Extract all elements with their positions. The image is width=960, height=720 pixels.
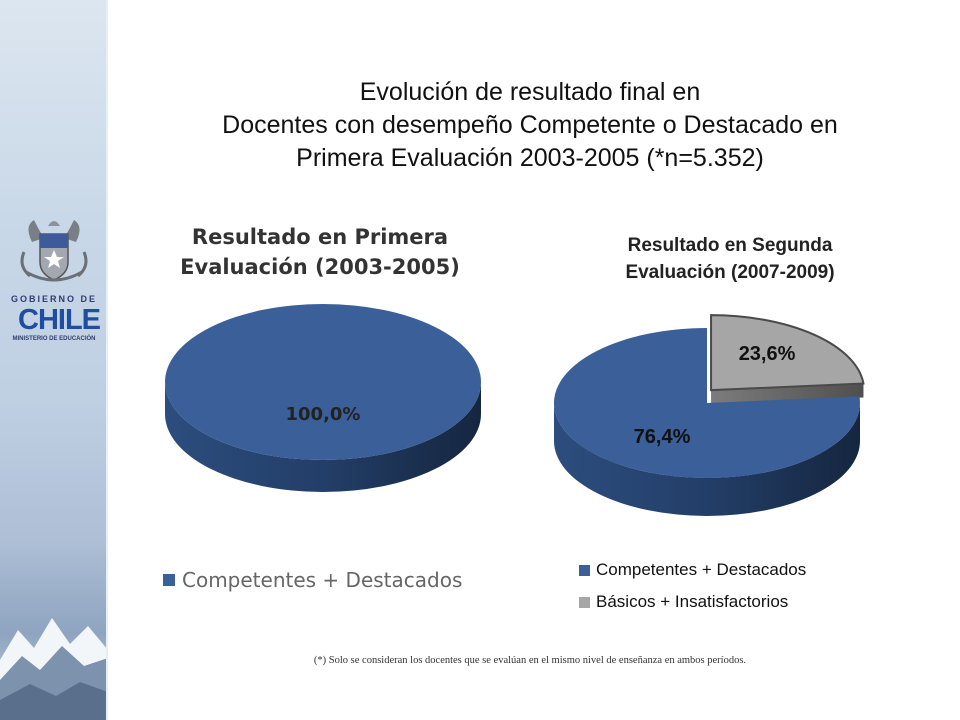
- coat-of-arms-icon: [20, 220, 88, 282]
- pie-slice-competentes: [553, 328, 860, 478]
- right-legend-item-basicos: Básicos + Insatisfactorios: [579, 592, 788, 612]
- left-pie-chart: 100,0%: [165, 304, 481, 492]
- legend-swatch-competentes: [579, 564, 590, 576]
- pie-slice-competentes: [165, 304, 481, 460]
- legend-label: Básicos + Insatisfactorios: [596, 592, 789, 611]
- title-line-3: Primera Evaluación 2003-2005 (*n=5.352): [296, 144, 764, 172]
- page-title: Evolución de resultado final en Docentes…: [140, 76, 920, 175]
- right-chart-title-line-2: Evaluación (2007-2009): [625, 262, 835, 283]
- data-label-competentes: 100,0%: [286, 404, 361, 425]
- right-chart-title: Resultado en Segunda Evaluación (2007-20…: [560, 232, 900, 286]
- logo-line-2: CHILE: [18, 304, 101, 336]
- logo-line-1: GOBIERNO DE: [10, 294, 97, 304]
- government-logo: GOBIERNO DE CHILE MINISTERIO DE EDUCACIÓ…: [4, 212, 104, 352]
- left-chart-title-line-2: Evaluación (2003-2005): [180, 255, 460, 279]
- footnote: (*) Solo se consideran los docentes que …: [313, 655, 747, 666]
- right-legend-item-competentes: Competentes + Destacados: [579, 560, 806, 580]
- left-chart-title-line-1: Resultado en Primera: [191, 225, 449, 249]
- right-chart-title-line-1: Resultado en Segunda: [627, 235, 833, 256]
- pie-slice-side-competentes: [165, 382, 481, 492]
- sidebar-background: GOBIERNO DE CHILE MINISTERIO DE EDUCACIÓ…: [0, 0, 108, 720]
- pie-slice-side-competentes: [554, 403, 860, 516]
- legend-swatch-competentes: [163, 574, 175, 586]
- title-line-1: Evolución de resultado final en: [359, 78, 701, 106]
- data-label-basicos: 23,6%: [739, 343, 796, 365]
- right-pie-chart: 76,4% 23,6%: [553, 314, 865, 516]
- legend-label: Competentes + Destacados: [182, 568, 463, 592]
- legend-swatch-basicos: [579, 596, 590, 608]
- legend-label: Competentes + Destacados: [596, 560, 807, 579]
- pie-slice-basicos: [710, 314, 865, 392]
- left-chart-title: Resultado en Primera Evaluación (2003-20…: [160, 222, 480, 282]
- sidebar-divider: [106, 0, 108, 720]
- logo-line-3: MINISTERIO DE EDUCACIÓN: [12, 336, 96, 342]
- data-label-competentes: 76,4%: [634, 426, 691, 448]
- left-legend-item: Competentes + Destacados: [163, 568, 462, 592]
- title-line-2: Docentes con desempeño Competente o Dest…: [222, 111, 838, 139]
- mountain-image: [0, 618, 108, 720]
